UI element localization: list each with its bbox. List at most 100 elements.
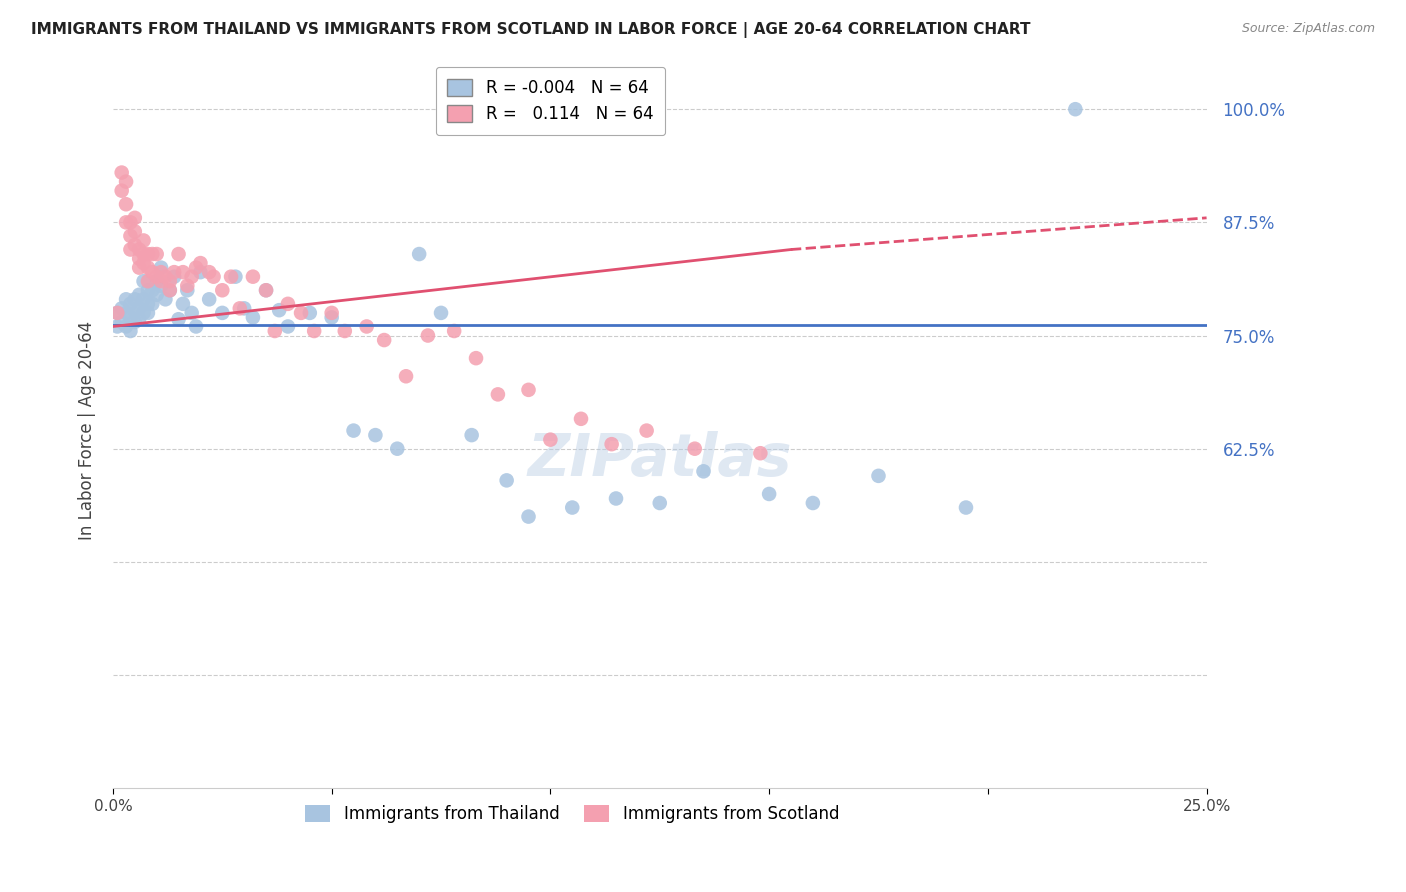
Point bbox=[136, 247, 159, 261]
Point bbox=[145, 247, 167, 261]
Point bbox=[128, 243, 150, 257]
Point bbox=[190, 265, 212, 279]
Point bbox=[242, 269, 264, 284]
Point bbox=[124, 315, 146, 329]
Point bbox=[145, 269, 167, 284]
Point bbox=[163, 269, 186, 284]
Point bbox=[132, 293, 155, 307]
Point bbox=[298, 306, 321, 320]
Point bbox=[648, 496, 671, 510]
Point bbox=[120, 229, 142, 244]
Point bbox=[150, 274, 173, 288]
Point bbox=[955, 500, 977, 515]
Point bbox=[105, 306, 128, 320]
Point bbox=[495, 474, 517, 488]
Point bbox=[150, 265, 173, 279]
Point bbox=[124, 211, 146, 225]
Point bbox=[115, 319, 138, 334]
Point bbox=[342, 424, 364, 438]
Point bbox=[141, 265, 163, 279]
Text: Source: ZipAtlas.com: Source: ZipAtlas.com bbox=[1241, 22, 1375, 36]
Point bbox=[167, 247, 190, 261]
Point bbox=[155, 269, 177, 284]
Point bbox=[145, 274, 167, 288]
Point bbox=[758, 487, 780, 501]
Point bbox=[132, 247, 155, 261]
Point bbox=[132, 256, 155, 270]
Point bbox=[254, 283, 277, 297]
Point bbox=[636, 424, 658, 438]
Point bbox=[277, 297, 299, 311]
Point bbox=[302, 324, 325, 338]
Point bbox=[229, 301, 252, 316]
Point bbox=[373, 333, 395, 347]
Point bbox=[569, 412, 592, 426]
Point bbox=[180, 269, 202, 284]
Y-axis label: In Labor Force | Age 20-64: In Labor Force | Age 20-64 bbox=[79, 321, 96, 541]
Point bbox=[136, 306, 159, 320]
Point bbox=[364, 428, 387, 442]
Point bbox=[321, 306, 343, 320]
Point bbox=[1064, 102, 1087, 116]
Point bbox=[176, 283, 198, 297]
Point bbox=[387, 442, 409, 456]
Point bbox=[105, 319, 128, 334]
Point bbox=[145, 287, 167, 301]
Point bbox=[124, 238, 146, 252]
Point bbox=[141, 247, 163, 261]
Point bbox=[176, 278, 198, 293]
Point bbox=[172, 297, 194, 311]
Point bbox=[115, 197, 138, 211]
Point bbox=[801, 496, 824, 510]
Legend: Immigrants from Thailand, Immigrants from Scotland: Immigrants from Thailand, Immigrants fro… bbox=[298, 798, 846, 830]
Point bbox=[141, 283, 163, 297]
Point bbox=[163, 265, 186, 279]
Point bbox=[115, 215, 138, 229]
Point bbox=[124, 303, 146, 318]
Point bbox=[128, 260, 150, 275]
Point bbox=[290, 306, 312, 320]
Point bbox=[333, 324, 356, 338]
Point bbox=[263, 324, 285, 338]
Point bbox=[749, 446, 772, 460]
Point bbox=[120, 297, 142, 311]
Point bbox=[120, 324, 142, 338]
Point bbox=[132, 274, 155, 288]
Point bbox=[150, 260, 173, 275]
Point bbox=[120, 243, 142, 257]
Point bbox=[683, 442, 706, 456]
Point bbox=[224, 269, 246, 284]
Point bbox=[132, 234, 155, 248]
Point bbox=[254, 283, 277, 297]
Text: IMMIGRANTS FROM THAILAND VS IMMIGRANTS FROM SCOTLAND IN LABOR FORCE | AGE 20-64 : IMMIGRANTS FROM THAILAND VS IMMIGRANTS F… bbox=[31, 22, 1031, 38]
Point bbox=[486, 387, 509, 401]
Point bbox=[136, 260, 159, 275]
Point bbox=[430, 306, 453, 320]
Point bbox=[277, 319, 299, 334]
Point bbox=[111, 315, 134, 329]
Point bbox=[128, 252, 150, 266]
Point bbox=[233, 301, 256, 316]
Point bbox=[159, 274, 181, 288]
Point bbox=[167, 312, 190, 326]
Point bbox=[460, 428, 482, 442]
Point bbox=[115, 306, 138, 320]
Point bbox=[111, 165, 134, 179]
Point bbox=[600, 437, 623, 451]
Point bbox=[211, 306, 233, 320]
Text: ZIPatlas: ZIPatlas bbox=[527, 431, 792, 488]
Point bbox=[128, 287, 150, 301]
Point bbox=[517, 509, 540, 524]
Point bbox=[132, 306, 155, 320]
Point bbox=[269, 303, 291, 318]
Point bbox=[115, 175, 138, 189]
Point bbox=[172, 265, 194, 279]
Point bbox=[124, 293, 146, 307]
Point bbox=[136, 297, 159, 311]
Point bbox=[124, 224, 146, 238]
Point bbox=[128, 312, 150, 326]
Point bbox=[465, 351, 488, 366]
Point bbox=[120, 310, 142, 325]
Point bbox=[111, 184, 134, 198]
Point bbox=[190, 256, 212, 270]
